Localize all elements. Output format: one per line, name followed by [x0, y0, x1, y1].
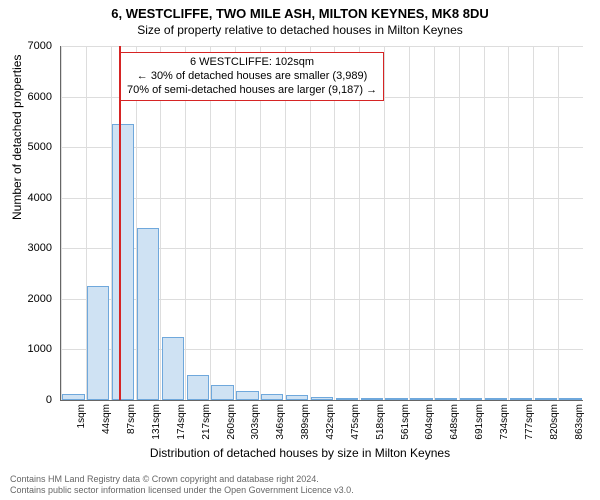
gridline-h: [61, 46, 583, 47]
histogram-bar: [112, 124, 134, 400]
x-tick-label: 260sqm: [226, 404, 237, 444]
infobox-line2: ← 30% of detached houses are smaller (3,…: [127, 70, 377, 84]
x-tick-label: 518sqm: [375, 404, 386, 444]
x-tick-label: 389sqm: [300, 404, 311, 444]
gridline-v: [533, 46, 534, 400]
chart-title-sub: Size of property relative to detached ho…: [0, 21, 600, 37]
x-tick-label: 777sqm: [524, 404, 535, 444]
footer-line1: Contains HM Land Registry data © Crown c…: [10, 474, 354, 485]
x-tick-label: 87sqm: [126, 404, 137, 444]
infobox-line3: 70% of semi-detached houses are larger (…: [127, 84, 377, 98]
x-tick-label: 561sqm: [400, 404, 411, 444]
x-tick-label: 174sqm: [176, 404, 187, 444]
x-tick-label: 648sqm: [449, 404, 460, 444]
gridline-h: [61, 147, 583, 148]
x-tick-label: 303sqm: [250, 404, 261, 444]
y-tick-label: 0: [46, 394, 52, 406]
x-tick-label: 863sqm: [574, 404, 585, 444]
gridline-v: [409, 46, 410, 400]
y-tick-label: 5000: [28, 141, 52, 153]
x-tick-label: 217sqm: [201, 404, 212, 444]
x-tick-label: 475sqm: [350, 404, 361, 444]
y-tick-label: 1000: [28, 343, 52, 355]
gridline-v: [484, 46, 485, 400]
histogram-bar: [162, 337, 184, 400]
footer-attribution: Contains HM Land Registry data © Crown c…: [10, 474, 354, 496]
footer-line2: Contains public sector information licen…: [10, 485, 354, 496]
y-axis-ticks: 01000200030004000500060007000: [0, 46, 56, 400]
x-tick-label: 691sqm: [474, 404, 485, 444]
gridline-v: [384, 46, 385, 400]
x-axis-ticks: 1sqm 44sqm 87sqm 131sqm 174sqm 217sqm 260sqm 30…: [60, 400, 582, 446]
reference-infobox: 6 WESTCLIFFE: 102sqm ← 30% of detached h…: [120, 52, 384, 101]
histogram-bar: [87, 286, 109, 400]
y-tick-label: 3000: [28, 242, 52, 254]
x-tick-label: 604sqm: [424, 404, 435, 444]
histogram-bar: [187, 375, 209, 400]
x-tick-label: 1sqm: [76, 404, 87, 444]
y-tick-label: 7000: [28, 40, 52, 52]
gridline-h: [61, 198, 583, 199]
histogram-bar: [211, 385, 233, 400]
x-tick-label: 346sqm: [275, 404, 286, 444]
gridline-v: [434, 46, 435, 400]
gridline-v: [558, 46, 559, 400]
x-tick-label: 44sqm: [101, 404, 112, 444]
x-tick-label: 131sqm: [151, 404, 162, 444]
y-tick-label: 6000: [28, 91, 52, 103]
histogram-bar: [137, 228, 159, 400]
gridline-v: [459, 46, 460, 400]
x-axis-label: Distribution of detached houses by size …: [0, 446, 600, 460]
infobox-line1: 6 WESTCLIFFE: 102sqm: [127, 56, 377, 70]
gridline-v: [508, 46, 509, 400]
x-tick-label: 432sqm: [325, 404, 336, 444]
gridline-v: [61, 46, 62, 400]
chart-title-main: 6, WESTCLIFFE, TWO MILE ASH, MILTON KEYN…: [0, 0, 600, 21]
x-tick-label: 820sqm: [549, 404, 560, 444]
y-tick-label: 2000: [28, 293, 52, 305]
histogram-bar: [236, 391, 258, 400]
x-tick-label: 734sqm: [499, 404, 510, 444]
y-tick-label: 4000: [28, 192, 52, 204]
